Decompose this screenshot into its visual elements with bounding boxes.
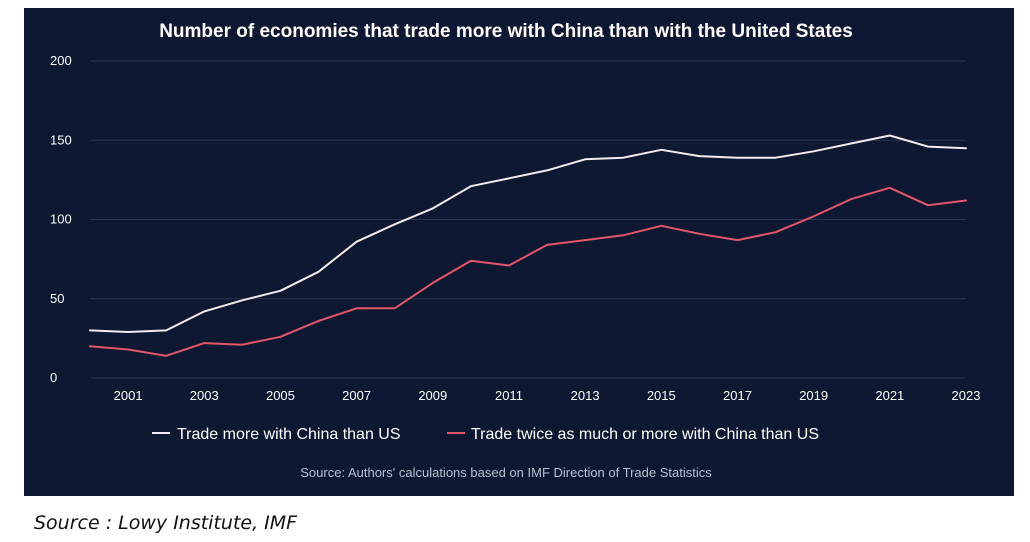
- page-caption: Source : Lowy Institute, IMF: [34, 512, 298, 534]
- x-tick-label: 2005: [266, 388, 295, 403]
- x-tick-label: 2021: [875, 388, 904, 403]
- chart-panel: Number of economies that trade more with…: [24, 8, 1014, 496]
- y-tick-label: 100: [50, 212, 72, 227]
- source-note: Source: Authors' calculations based on I…: [300, 465, 712, 480]
- series-line-1: [89, 186, 967, 357]
- x-tick-label: 2011: [495, 388, 523, 403]
- legend: Trade more with China than US Trade twic…: [152, 426, 819, 443]
- x-tick-label: 2001: [114, 388, 143, 403]
- x-tick-label: 2023: [952, 388, 981, 403]
- series-lines: [89, 134, 967, 357]
- y-tick-label: 150: [50, 132, 72, 147]
- x-axis-ticks: 2001 2003 2005 2007 2009 2011 2013 2015 2017 2019…: [114, 388, 981, 403]
- legend-label-trade-twice: Trade twice as much or more with China t…: [471, 426, 819, 443]
- y-tick-label: 50: [50, 291, 64, 306]
- x-tick-label: 2017: [723, 388, 752, 403]
- legend-label-trade-more: Trade more with China than US: [177, 426, 401, 443]
- y-tick-label: 200: [50, 53, 72, 68]
- line-chart: Number of economies that trade more with…: [50, 21, 981, 480]
- gridlines: [90, 60, 966, 379]
- series-line-0: [89, 134, 967, 333]
- x-tick-label: 2009: [418, 388, 447, 403]
- x-tick-label: 2003: [190, 388, 219, 403]
- x-tick-label: 2015: [647, 388, 676, 403]
- chart-title: Number of economies that trade more with…: [159, 21, 853, 42]
- y-axis-ticks: 0 50 100 150 200: [50, 53, 72, 385]
- x-tick-label: 2013: [571, 388, 600, 403]
- x-tick-label: 2019: [799, 388, 828, 403]
- y-tick-label: 0: [50, 370, 57, 385]
- x-tick-label: 2007: [342, 388, 371, 403]
